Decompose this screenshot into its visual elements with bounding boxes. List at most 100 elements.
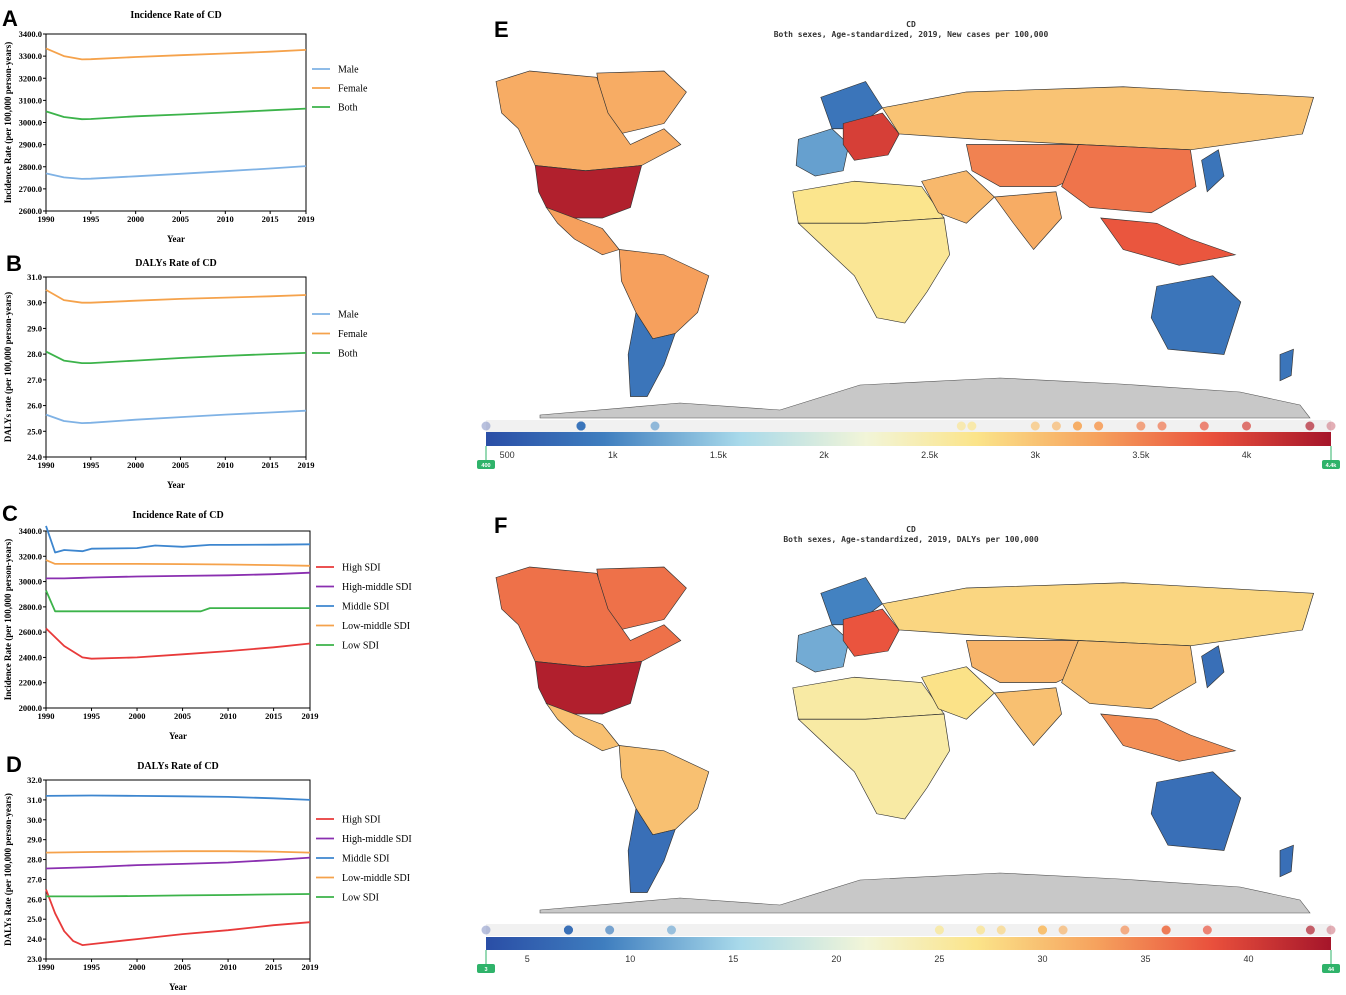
y-axis-label: Incidence Rate (per 100,000 person-years…: [3, 539, 13, 701]
x-tick-label: 1990: [38, 460, 55, 470]
value-dot: [1326, 421, 1336, 431]
series-line-middle-sdi: [45, 794, 311, 801]
world-land: [495, 566, 1315, 893]
y-tick-label: 32.0: [27, 775, 42, 785]
y-tick-label: 3100.0: [19, 95, 42, 105]
plot-frame: [45, 779, 311, 960]
color-bar-tick: 25: [934, 954, 944, 964]
y-tick-label: 2400.0: [19, 652, 42, 662]
x-tick-label: 2005: [172, 460, 189, 470]
color-bar-tick: 3k: [1030, 450, 1040, 460]
y-tick-label: 31.0: [27, 272, 42, 282]
color-bar-tick: 10: [625, 954, 635, 964]
map-subtitle: Both sexes, Age-standardized, 2019, DALY…: [783, 534, 1038, 544]
y-tick-label: 2800.0: [19, 162, 42, 172]
legend-label: High SDI: [342, 563, 381, 574]
y-tick-label: 2700.0: [19, 184, 42, 194]
color-bar-tick: 1.5k: [710, 450, 728, 460]
value-dot: [1157, 421, 1167, 431]
y-tick-label: 23.0: [27, 954, 42, 964]
value-dot: [1199, 421, 1209, 431]
legend-label: Male: [338, 65, 359, 76]
series-line-female: [45, 47, 307, 61]
y-tick-label: 30.0: [27, 298, 42, 308]
y-tick-label: 24.0: [27, 934, 42, 944]
series-line-male: [45, 165, 307, 180]
legend-label: Low SDI: [342, 893, 379, 904]
y-tick-label: 2600.0: [19, 206, 42, 216]
series-line-high-middle-sdi: [46, 571, 311, 580]
panel-label-e: E: [494, 17, 509, 42]
legend-label: High-middle SDI: [342, 582, 412, 593]
value-dot: [481, 925, 491, 935]
range-handle-min: [477, 964, 495, 973]
region-south-america: [618, 249, 710, 340]
series-line-low-sdi: [46, 893, 311, 898]
legend-label: Both: [338, 103, 357, 114]
region-middle-east: [921, 170, 995, 224]
region-russia: [881, 582, 1315, 647]
y-axis-label: DALYs rate (per 100,000 person-years): [3, 292, 13, 442]
value-dot: [1058, 925, 1068, 935]
y-tick-label: 26.0: [27, 401, 42, 411]
chart-d: DALYs Rate of CD 1990 1995 2000 2005 2010 2015…: [3, 761, 412, 992]
x-tick-label: 2019: [298, 460, 315, 470]
x-tick-label: 2015: [262, 460, 279, 470]
y-tick-label: 3200.0: [19, 551, 42, 561]
series-line-female: [45, 289, 307, 304]
y-tick-label: 31.0: [27, 795, 42, 805]
region-china: [1061, 640, 1197, 710]
region-australia: [1150, 275, 1242, 355]
x-tick-label: 2005: [174, 962, 191, 972]
panel-label-f: F: [494, 513, 507, 538]
y-tick-label: 30.0: [27, 815, 42, 825]
x-tick-label: 2000: [127, 214, 144, 224]
region-chile-arg: [627, 311, 676, 397]
panel-label-a: A: [2, 6, 18, 31]
value-dot: [1242, 421, 1251, 431]
y-tick-label: 2900.0: [19, 140, 42, 150]
x-tick-label: 2000: [129, 962, 146, 972]
chart-c: Incidence Rate of CD 1990 1995 2000 2005 2010…: [3, 510, 412, 741]
color-bar-tick: 500: [500, 450, 515, 460]
color-bar-tick: 30: [1037, 954, 1047, 964]
panel-label-b: B: [6, 251, 22, 276]
legend-label: Low-middle SDI: [342, 621, 410, 632]
y-tick-label: 28.0: [27, 855, 42, 865]
color-bar-tick: 35: [1141, 954, 1151, 964]
range-handle-min-label: 400: [481, 463, 490, 469]
region-middle-east: [921, 666, 995, 720]
value-dot: [650, 421, 660, 431]
region-chile-arg: [627, 807, 676, 893]
panel-label-c: C: [2, 501, 18, 526]
region-europe-west: [795, 128, 850, 177]
x-tick-label: 2000: [129, 711, 146, 721]
chart-title: Incidence Rate of CD: [130, 10, 221, 21]
x-tick-label: 2005: [172, 214, 189, 224]
y-tick-label: 29.0: [27, 323, 42, 333]
range-handle-max-label: 4.4k: [1326, 463, 1338, 469]
series-line-low-middle-sdi: [45, 850, 311, 854]
value-dot: [1094, 421, 1104, 431]
region-japan: [1201, 645, 1225, 689]
x-tick-label: 2010: [220, 711, 237, 721]
value-dot: [1073, 421, 1082, 431]
chart-b: DALYs Rate of CD 1990 1995 2000 2005 2010 2015…: [3, 258, 368, 490]
legend-label: Middle SDI: [342, 602, 390, 613]
region-mexico: [545, 206, 620, 256]
series-line-high-sdi: [45, 889, 311, 946]
value-dot: [1136, 421, 1146, 431]
y-tick-label: 3300.0: [19, 51, 42, 61]
color-bar-tick: 4k: [1242, 450, 1252, 460]
value-dot: [481, 421, 491, 431]
value-dot: [1051, 421, 1061, 431]
x-tick-label: 2019: [302, 962, 319, 972]
series-line-both: [45, 107, 307, 121]
region-europe-east: [842, 608, 900, 657]
chart-title: Incidence Rate of CD: [132, 510, 223, 521]
range-handle-max-label: 44: [1328, 967, 1335, 973]
x-tick-label: 1995: [83, 711, 100, 721]
